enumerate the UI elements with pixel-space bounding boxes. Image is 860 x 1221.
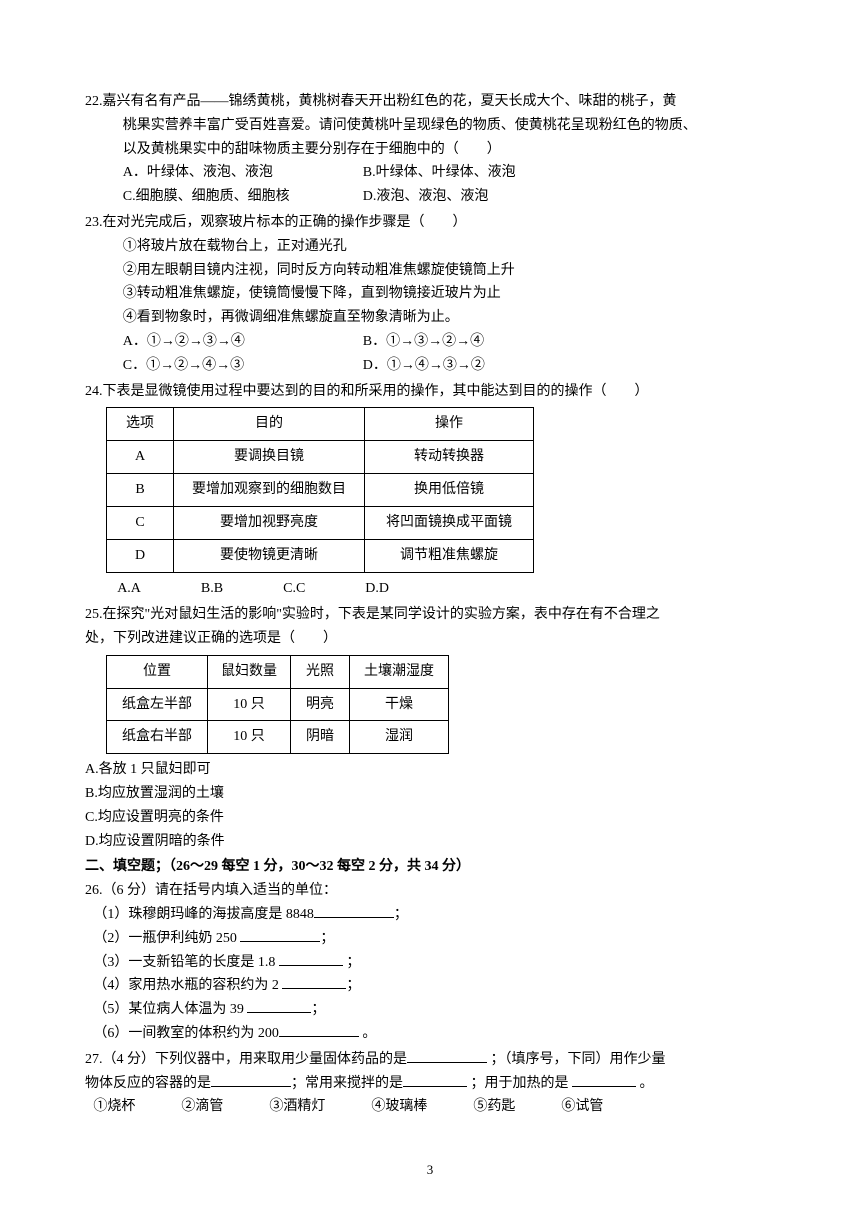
q25-stem2: 处，下列改进建议正确的选项是（ ） [85, 627, 775, 651]
q25-opt-a: A.各放 1 只鼠妇即可 [85, 758, 775, 782]
q22-opt-c: C.细胞膜、细胞质、细胞核 [123, 185, 363, 209]
q24-opt-d: D.D [365, 577, 389, 601]
question-24: 24.下表是显微镜使用过程中要达到的目的和所采用的操作，其中能达到目的的操作（ … [85, 380, 775, 602]
th-option: 选项 [107, 408, 174, 441]
blank-input[interactable] [407, 1048, 487, 1063]
question-25: 25.在探究"光对鼠妇生活的影响"实验时，下表是某同学设计的实验方案，表中存在有… [85, 603, 775, 853]
q22-number: 22. [85, 94, 103, 109]
instrument-3: ③酒精灯 [269, 1095, 325, 1119]
table-header-row: 选项 目的 操作 [107, 408, 534, 441]
table-row: 纸盒左半部10 只明亮干燥 [107, 688, 449, 721]
q23-opt-b: B．①→③→②→④ [363, 330, 484, 354]
instrument-6: ⑥试管 [561, 1095, 603, 1119]
th-moisture: 土壤潮湿度 [350, 655, 449, 688]
th-position: 位置 [107, 655, 208, 688]
instrument-2: ②滴管 [181, 1095, 223, 1119]
q24-number: 24. [85, 384, 103, 399]
instrument-5: ⑤药匙 [473, 1095, 515, 1119]
section-2-title: 二、填空题；（26～29 每空 1 分，30～32 每空 2 分，共 34 分） [85, 855, 775, 879]
q26-stem: （6 分）请在括号内填入适当的单位： [103, 883, 338, 898]
blank-input[interactable] [403, 1072, 467, 1087]
q24-opt-b: B.B [201, 577, 223, 601]
table-row: C要增加视野亮度将凹面镜换成平面镜 [107, 507, 534, 540]
q23-opt-d: D．①→④→③→② [363, 354, 485, 378]
blank-input[interactable] [240, 927, 320, 942]
q23-stem: 在对光完成后，观察玻片标本的正确的操作步骤是（ ） [103, 215, 467, 230]
blank-input[interactable] [572, 1072, 636, 1087]
table-row: D要使物镜更清晰调节粗准焦螺旋 [107, 540, 534, 573]
q23-opt-c: C．①→②→④→③ [123, 354, 363, 378]
table-header-row: 位置 鼠妇数量 光照 土壤潮湿度 [107, 655, 449, 688]
table-row: 纸盒右半部10 只阴暗湿润 [107, 721, 449, 754]
instrument-1: ①烧杯 [93, 1095, 135, 1119]
question-27: 27.（4 分）下列仪器中，用来取用少量固体药品的是 ；（填序号，下同）用作少量… [85, 1048, 775, 1119]
q24-stem: 下表是显微镜使用过程中要达到的目的和所采用的操作，其中能达到目的的操作（ ） [103, 384, 649, 399]
th-operation: 操作 [365, 408, 534, 441]
q25-opt-c: C.均应设置明亮的条件 [85, 806, 775, 830]
th-count: 鼠妇数量 [208, 655, 291, 688]
instrument-4: ④玻璃棒 [371, 1095, 427, 1119]
q24-opt-a: A.A [117, 577, 141, 601]
q25-stem1: 在探究"光对鼠妇生活的影响"实验时，下表是某同学设计的实验方案，表中存在有不合理… [103, 607, 660, 622]
q24-table: 选项 目的 操作 A要调换目镜转动转换器 B要增加观察到的细胞数目换用低倍镜 C… [106, 407, 534, 573]
question-22: 22.嘉兴有名有产品——锦绣黄桃，黄桃树春天开出粉红色的花，夏天长成大个、味甜的… [85, 90, 775, 209]
blank-input[interactable] [211, 1072, 291, 1087]
blank-input[interactable] [247, 998, 311, 1013]
q26-number: 26. [85, 883, 103, 898]
question-26: 26.（6 分）请在括号内填入适当的单位： （1）珠穆朗玛峰的海拔高度是 884… [85, 879, 775, 1046]
q23-step3: ③转动粗准焦螺旋，使镜筒慢慢下降，直到物镜接近玻片为止 [85, 282, 775, 306]
q25-opt-b: B.均应放置湿润的土壤 [85, 782, 775, 806]
q23-step4: ④看到物象时，再微调细准焦螺旋直至物象清晰为止。 [85, 306, 775, 330]
q22-opt-d: D.液泡、液泡、液泡 [363, 185, 489, 209]
q25-table: 位置 鼠妇数量 光照 土壤潮湿度 纸盒左半部10 只明亮干燥 纸盒右半部10 只… [106, 655, 449, 754]
q22-opt-a: A．叶绿体、液泡、液泡 [123, 161, 363, 185]
q27-number: 27. [85, 1052, 103, 1067]
q23-opt-a: A．①→②→③→④ [123, 330, 363, 354]
q22-opt-b: B.叶绿体、叶绿体、液泡 [363, 161, 516, 185]
table-row: A要调换目镜转动转换器 [107, 441, 534, 474]
table-row: B要增加观察到的细胞数目换用低倍镜 [107, 474, 534, 507]
blank-input[interactable] [282, 974, 346, 989]
question-23: 23.在对光完成后，观察玻片标本的正确的操作步骤是（ ） ①将玻片放在载物台上，… [85, 211, 775, 378]
q23-step2: ②用左眼朝目镜内注视，同时反方向转动粗准焦螺旋使镜筒上升 [85, 259, 775, 283]
blank-input[interactable] [314, 903, 394, 918]
q22-line2: 桃果实营养丰富广受百姓喜爱。请问使黄桃叶呈现绿色的物质、使黄桃花呈现粉红色的物质… [85, 114, 775, 138]
th-light: 光照 [291, 655, 350, 688]
th-purpose: 目的 [174, 408, 365, 441]
q22-line3: 以及黄桃果实中的甜味物质主要分别存在于细胞中的（ ） [85, 138, 775, 162]
q23-step1: ①将玻片放在载物台上，正对通光孔 [85, 235, 775, 259]
page-number: 3 [85, 1159, 775, 1181]
q25-opt-d: D.均应设置阴暗的条件 [85, 830, 775, 854]
q23-number: 23. [85, 215, 103, 230]
q25-number: 25. [85, 607, 103, 622]
blank-input[interactable] [279, 1022, 359, 1037]
blank-input[interactable] [279, 951, 343, 966]
q24-opt-c: C.C [283, 577, 305, 601]
q22-line1: 嘉兴有名有产品——锦绣黄桃，黄桃树春天开出粉红色的花，夏天长成大个、味甜的桃子，… [103, 94, 677, 109]
